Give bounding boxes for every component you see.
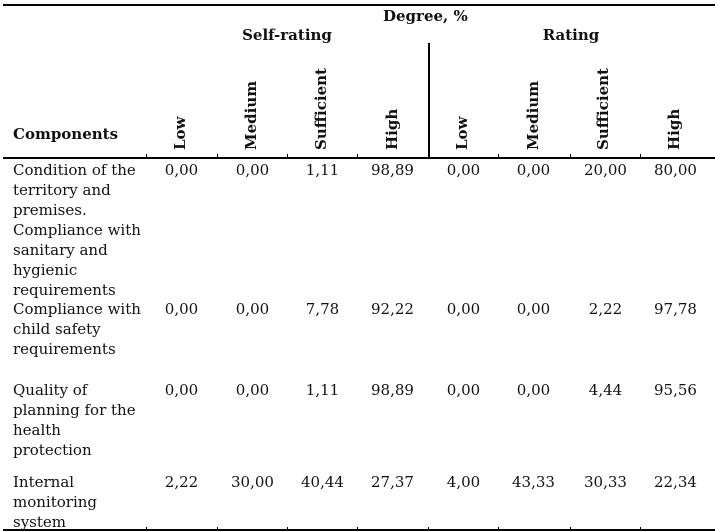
col-tick: [146, 154, 147, 157]
value-cell: 80,00: [654, 161, 697, 179]
value-cell: 0,00: [446, 381, 481, 399]
value-cell: 0,00: [164, 161, 199, 179]
col-header-self-sufficient: Sufficient: [312, 68, 330, 150]
value-cell: 27,37: [371, 473, 414, 491]
col-tick: [217, 527, 218, 530]
top-rule: [3, 4, 715, 6]
value-cell: 2,22: [588, 300, 623, 318]
value-cell: 40,44: [301, 473, 344, 491]
col-tick: [498, 154, 499, 157]
value-cell: 30,33: [584, 473, 627, 491]
component-cell: Quality of planning for the health prote…: [13, 381, 136, 459]
col-tick: [287, 154, 288, 157]
value-cell: 0,00: [164, 381, 199, 399]
value-cell: 98,89: [371, 161, 414, 179]
rating-header: Rating: [542, 26, 600, 44]
col-header-rating-sufficient: Sufficient: [594, 68, 612, 150]
value-cell: 43,33: [512, 473, 555, 491]
col-tick: [640, 154, 641, 157]
col-header-self-low: Low: [171, 116, 189, 150]
col-header-rating-high: High: [665, 108, 683, 150]
value-cell: 0,00: [516, 381, 551, 399]
col-tick: [570, 527, 571, 530]
value-cell: 92,22: [371, 300, 414, 318]
value-cell: 0,00: [446, 161, 481, 179]
value-cell: 0,00: [235, 381, 270, 399]
self-rating-header: Self-rating: [242, 26, 332, 44]
col-header-rating-low: Low: [453, 116, 471, 150]
value-cell: 22,34: [654, 473, 697, 491]
bottom-rule: [3, 529, 715, 531]
value-cell: 2,22: [164, 473, 199, 491]
value-cell: 97,78: [654, 300, 697, 318]
value-cell: 1,11: [305, 161, 340, 179]
value-cell: 95,56: [654, 381, 697, 399]
component-cell: Internal monitoring system: [13, 473, 98, 531]
components-header: Components: [13, 125, 119, 143]
col-tick: [217, 154, 218, 157]
value-cell: 4,00: [446, 473, 481, 491]
col-tick: [570, 154, 571, 157]
value-cell: 7,78: [305, 300, 340, 318]
col-header-self-medium: Medium: [242, 80, 260, 150]
value-cell: 4,44: [588, 381, 623, 399]
value-cell: 0,00: [235, 300, 270, 318]
value-cell: 0,00: [516, 300, 551, 318]
col-tick: [428, 527, 429, 530]
value-cell: 1,11: [305, 381, 340, 399]
col-tick: [640, 527, 641, 530]
value-cell: 98,89: [371, 381, 414, 399]
component-cell: Condition of the territory and premises.…: [13, 161, 141, 299]
value-cell: 0,00: [235, 161, 270, 179]
value-cell: 20,00: [584, 161, 627, 179]
value-cell: 0,00: [446, 300, 481, 318]
value-cell: 30,00: [231, 473, 274, 491]
col-tick: [357, 527, 358, 530]
col-tick: [146, 527, 147, 530]
component-cell: Compliance with child safety requirement…: [13, 300, 141, 358]
group-divider: [428, 43, 430, 157]
col-tick: [357, 154, 358, 157]
col-header-self-high: High: [383, 108, 401, 150]
col-tick: [498, 527, 499, 530]
col-tick: [287, 527, 288, 530]
value-cell: 0,00: [516, 161, 551, 179]
degree-header: Degree, %: [383, 7, 468, 25]
header-rule: [3, 157, 715, 159]
col-header-rating-medium: Medium: [524, 80, 542, 150]
value-cell: 0,00: [164, 300, 199, 318]
